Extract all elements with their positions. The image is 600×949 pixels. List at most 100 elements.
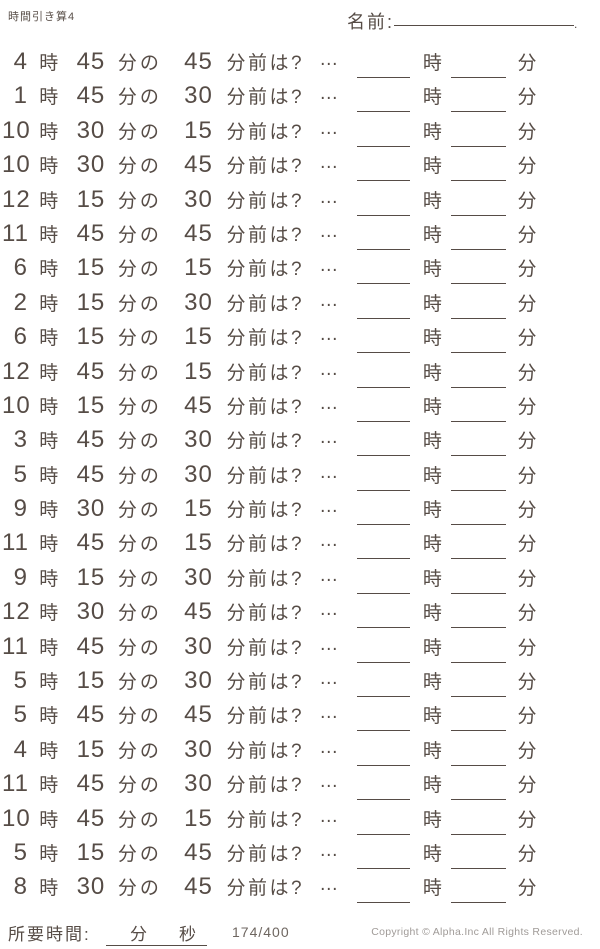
answer-hour-blank[interactable] — [356, 726, 410, 732]
problem-minute: 45 — [76, 804, 106, 832]
problem-minute: 15 — [76, 288, 106, 316]
answer-hour-blank[interactable] — [356, 451, 410, 457]
answer-hour-blank[interactable] — [356, 142, 410, 147]
answer-hour-blank[interactable] — [356, 898, 410, 904]
answer-hour-blank[interactable] — [356, 589, 410, 594]
answer-hour-blank[interactable] — [356, 486, 410, 491]
hour-unit-label: 時 — [39, 775, 59, 797]
answer-hour-blank[interactable] — [356, 383, 410, 388]
answer-minute-blank[interactable] — [451, 623, 507, 629]
answer-minute-blank[interactable] — [451, 348, 507, 354]
answer-hour-unit-label: 時 — [422, 843, 442, 865]
problem-minutes-before: 30 — [184, 185, 213, 213]
answer-hour-unit-label: 時 — [422, 362, 442, 384]
minutes-before-question-label: 分前は? — [226, 740, 305, 762]
hour-unit-label: 時 — [39, 534, 59, 556]
problem-row: 1 時 45 分の 30 分前は? … 時 分 — [0, 81, 600, 115]
footer: 所要時間: 分秒 174/400 Copyright © Alpha.Inc A… — [0, 916, 600, 949]
answer-hour-unit-label: 時 — [422, 534, 442, 556]
problem-minutes-before: 30 — [184, 735, 213, 763]
minutes-before-question-label: 分前は? — [226, 843, 305, 865]
answer-minute-blank[interactable] — [451, 142, 507, 147]
answer-minute-blank[interactable] — [451, 417, 507, 422]
minute-of-label: 分の — [117, 121, 162, 143]
answer-hour-blank[interactable] — [356, 211, 410, 216]
problem-row: 5 時 15 分の 45 分前は? … 時 分 — [0, 838, 600, 872]
answer-hour-blank[interactable] — [356, 520, 410, 526]
minute-of-label: 分の — [117, 500, 162, 522]
answer-hour-blank[interactable] — [356, 107, 410, 113]
problem-hour: 12 — [2, 185, 31, 213]
minutes-before-question-label: 分前は? — [226, 224, 305, 246]
answer-hour-blank[interactable] — [356, 692, 410, 698]
answer-hour-blank[interactable] — [356, 864, 410, 869]
ellipsis: … — [319, 427, 340, 449]
answer-minute-blank[interactable] — [451, 279, 507, 285]
answer-minute-blank[interactable] — [451, 898, 507, 904]
ellipsis: … — [319, 805, 340, 827]
answer-minute-blank[interactable] — [451, 864, 507, 869]
answer-minute-blank[interactable] — [451, 211, 507, 216]
minute-of-label: 分の — [117, 603, 162, 625]
minute-of-label: 分の — [117, 328, 162, 350]
minute-of-label: 分の — [117, 53, 162, 74]
problem-minute: 15 — [76, 735, 106, 763]
answer-hour-blank[interactable] — [356, 795, 410, 801]
copyright-text: Copyright © Alpha.Inc All Rights Reserve… — [371, 926, 583, 938]
answer-minute-unit-label: 分 — [517, 156, 537, 178]
answer-hour-blank[interactable] — [356, 314, 410, 319]
answer-hour-blank[interactable] — [356, 658, 410, 663]
answer-hour-unit-label: 時 — [422, 190, 442, 212]
answer-minute-blank[interactable] — [451, 658, 507, 663]
name-blank-line[interactable] — [394, 21, 575, 26]
answer-hour-blank[interactable] — [356, 73, 410, 78]
answer-minute-blank[interactable] — [451, 451, 507, 457]
problem-minutes-before: 30 — [184, 632, 213, 660]
answer-hour-blank[interactable] — [356, 761, 410, 766]
answer-minute-blank[interactable] — [451, 73, 507, 78]
hour-unit-label: 時 — [39, 568, 59, 590]
hour-unit-label: 時 — [39, 156, 59, 178]
minutes-before-question-label: 分前は? — [226, 878, 305, 900]
problem-minute: 45 — [76, 460, 106, 488]
answer-hour-blank[interactable] — [356, 279, 410, 285]
problem-row: 4 時 45 分の 45 分前は? … 時 分 — [0, 47, 600, 81]
answer-hour-blank[interactable] — [356, 830, 410, 835]
answer-minute-blank[interactable] — [451, 692, 507, 698]
answer-minute-blank[interactable] — [451, 761, 507, 766]
elapsed-time-blank-line[interactable]: 分秒 — [106, 920, 207, 946]
answer-minute-blank[interactable] — [451, 726, 507, 732]
answer-minute-blank[interactable] — [451, 554, 507, 560]
answer-minute-blank[interactable] — [451, 830, 507, 835]
name-label: 名前: — [347, 12, 395, 32]
answer-minute-blank[interactable] — [451, 383, 507, 388]
minute-of-label: 分の — [117, 190, 162, 212]
answer-minute-blank[interactable] — [451, 245, 507, 250]
problem-row: 9 時 15 分の 30 分前は? … 時 分 — [0, 563, 600, 597]
answer-hour-blank[interactable] — [356, 623, 410, 629]
answer-minute-blank[interactable] — [451, 176, 507, 182]
problem-minutes-before: 30 — [184, 426, 213, 454]
ellipsis: … — [319, 49, 340, 70]
problem-minute: 45 — [76, 529, 106, 557]
answer-minute-blank[interactable] — [451, 107, 507, 113]
problem-minute: 45 — [76, 219, 106, 247]
worksheet-counter: 174/400 — [232, 924, 290, 940]
answer-minute-blank[interactable] — [451, 795, 507, 801]
answer-minute-blank[interactable] — [451, 520, 507, 526]
answer-minute-blank[interactable] — [451, 314, 507, 319]
answer-hour-blank[interactable] — [356, 348, 410, 354]
hour-unit-label: 時 — [39, 121, 59, 143]
answer-minute-blank[interactable] — [451, 486, 507, 491]
problem-minute: 30 — [76, 598, 106, 626]
answer-hour-unit-label: 時 — [422, 328, 442, 350]
answer-minute-blank[interactable] — [451, 589, 507, 594]
problem-hour: 6 — [13, 323, 28, 351]
minute-of-label: 分の — [117, 259, 162, 281]
answer-hour-blank[interactable] — [356, 417, 410, 422]
problem-row: 5 時 15 分の 30 分前は? … 時 分 — [0, 666, 600, 700]
answer-hour-blank[interactable] — [356, 245, 410, 250]
answer-hour-blank[interactable] — [356, 554, 410, 560]
answer-hour-blank[interactable] — [356, 176, 410, 182]
answer-hour-unit-label: 時 — [422, 156, 442, 178]
